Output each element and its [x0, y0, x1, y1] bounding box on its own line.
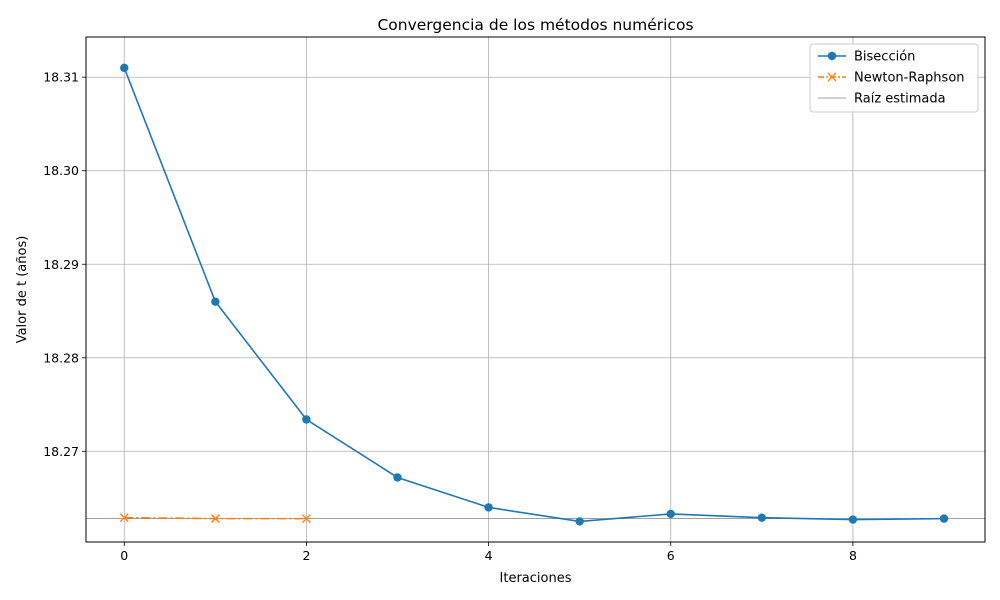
data-point: [211, 297, 220, 306]
legend-label: Newton-Raphson: [854, 71, 965, 86]
data-point: [757, 513, 767, 522]
legend-marker: [827, 51, 837, 61]
x-tick-label: 8: [849, 548, 857, 563]
legend-marker: [827, 72, 837, 82]
data-point: [848, 515, 858, 524]
x-tick-label: 6: [667, 548, 675, 563]
x-axis-label: Iteraciones: [500, 571, 572, 586]
ticks: 0 2 4 6 8 18.27 18.28 18.29 18.30 18.31: [43, 70, 857, 563]
legend: Bisección Newton-Raphson Raíz estimada: [809, 43, 979, 113]
data-point: [301, 514, 311, 524]
plot-frame: [85, 36, 986, 543]
series-line-0: [123, 67, 945, 523]
data-point: [666, 509, 675, 519]
y-axis-label: Valor de t (años): [15, 236, 30, 344]
legend-label: Bisección: [854, 50, 915, 65]
legend-box: [809, 43, 979, 113]
x-marker-stroke: [119, 513, 129, 523]
x-tick-label: 2: [302, 548, 310, 563]
data-point: [120, 63, 129, 73]
y-tick-label: 18.28: [43, 350, 79, 365]
series-group: [119, 63, 949, 526]
data-point: [393, 473, 402, 482]
x-marker-stroke: [301, 514, 311, 524]
data-point: [210, 514, 220, 524]
data-point: [575, 517, 584, 526]
data-point: [302, 415, 311, 424]
chart-title: Convergencia de los métodos numéricos: [377, 16, 693, 34]
y-tick-label: 18.27: [43, 444, 79, 459]
data-point: [119, 513, 129, 523]
x-marker-stroke: [210, 514, 220, 524]
y-tick-label: 18.29: [43, 257, 79, 272]
x-tick-label: 0: [120, 548, 128, 563]
data-point: [484, 503, 493, 512]
y-tick-label: 18.30: [43, 163, 79, 178]
data-point: [939, 514, 949, 523]
legend-label: Raíz estimada: [854, 92, 946, 107]
y-tick-label: 18.31: [43, 70, 79, 85]
x-tick-label: 4: [485, 548, 493, 563]
